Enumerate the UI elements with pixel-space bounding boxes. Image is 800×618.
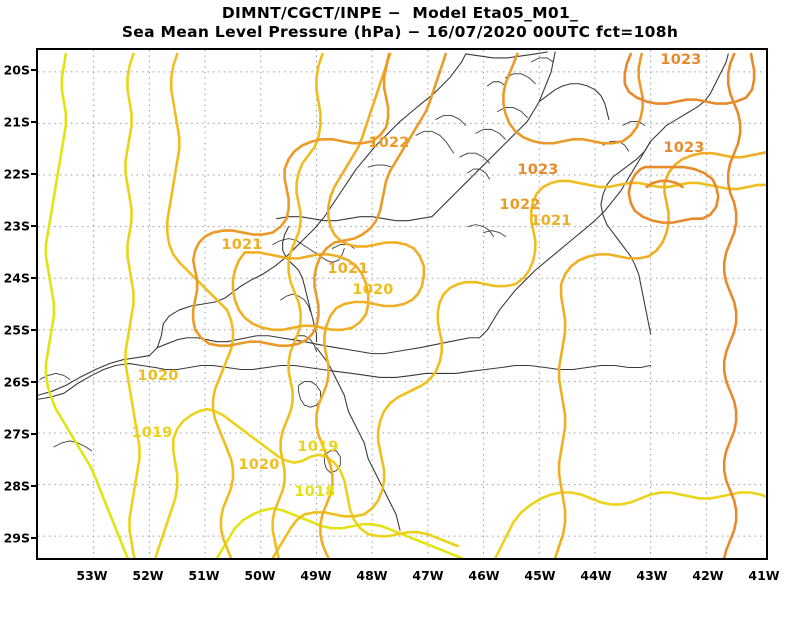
contour-1018 [44,52,463,558]
contour-value-label: 1022 [368,135,410,151]
y-axis-tick-label: 23S [3,218,30,234]
y-axis-tick-mark [31,225,37,227]
contour-value-label: 1023 [660,52,702,68]
contour-value-label: 1021 [327,261,369,277]
y-axis-tick-mark [31,381,37,383]
contour-value-label: 1022 [499,197,541,213]
x-axis-tick-label: 53W [76,568,108,583]
contour-value-label: 1023 [517,162,559,178]
y-axis-tick-mark [31,121,37,123]
contour-value-label: 1020 [137,368,179,384]
x-axis-tick-label: 41W [748,568,780,583]
contour-1020 [165,52,766,558]
contour-value-label: 1019 [131,425,173,441]
y-axis-tick-mark [31,329,37,331]
contour-1019 [124,52,766,558]
gridlines-layer [38,50,766,558]
contour-value-label: 1019 [297,439,339,455]
y-axis-tick-label: 27S [3,426,30,442]
y-axis-tick-label: 29S [3,530,30,546]
figure-title-line-1: DIMNT/CGCT/INPE − Model Eta05_M01_ [221,4,579,22]
y-axis-tick-label: 22S [3,166,30,182]
y-axis-tick-label: 24S [3,270,30,286]
y-axis-tick-mark [31,485,37,487]
contour-value-label: 1018 [294,484,336,500]
contour-1021 [231,52,766,558]
y-axis-tick-label: 28S [3,478,30,494]
figure-title-line-2: Sea Mean Level Pressure (hPa) − 16/07/20… [121,23,679,41]
x-axis-tick-label: 43W [636,568,668,583]
contour-1022 [191,52,644,347]
figure-title-block: DIMNT/CGCT/INPE − Model Eta05_M01_ Sea M… [0,4,800,42]
x-axis-tick-label: 45W [524,568,556,583]
x-axis-tick-label: 47W [412,568,444,583]
y-axis-tick-label: 26S [3,374,30,390]
y-axis-tick-label: 25S [3,322,30,338]
x-axis-tick-label: 46W [468,568,500,583]
plot-frame: 1022 1023 1023 1023 1022 1021 1021 1021 1020 1020… [36,48,768,560]
x-axis-tick-label: 48W [356,568,388,583]
x-axis-tick-label: 44W [580,568,612,583]
x-axis-tick-label: 50W [244,568,276,583]
y-axis-tick-label: 21S [3,114,30,130]
y-axis-tick-mark [31,537,37,539]
y-axis-tick-label: 20S [3,62,30,78]
x-axis-tick-label: 42W [692,568,724,583]
coastline-and-borders [38,51,729,531]
contour-1023 [623,52,756,558]
x-axis-tick-label: 49W [300,568,332,583]
contour-value-label: 1020 [238,457,280,473]
y-axis-tick-mark [31,173,37,175]
contour-value-label: 1021 [530,213,572,229]
map-layer [38,51,766,558]
contour-value-label: 1023 [663,140,705,156]
y-axis-tick-mark [31,277,37,279]
y-axis-tick-mark [31,69,37,71]
x-axis-tick-label: 51W [188,568,220,583]
y-axis-tick-mark [31,433,37,435]
contour-value-label: 1021 [221,237,263,253]
contour-value-label: 1020 [352,282,394,298]
x-axis-tick-label: 52W [132,568,164,583]
